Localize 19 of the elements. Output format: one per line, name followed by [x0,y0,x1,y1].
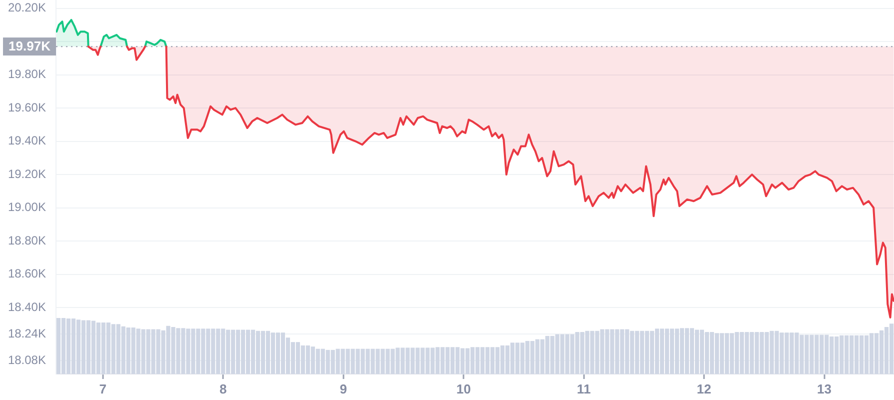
y-tick-label: 18.80K [8,233,46,248]
x-tick-label: 13 [817,381,832,396]
y-tick-label: 19.00K [8,200,46,214]
y-tick-label: 20.20K [8,0,46,15]
x-tick-label: 9 [340,381,347,396]
y-tick-label: 19.80K [8,67,46,82]
y-tick-label: 19.40K [8,134,46,148]
x-tick-label: 7 [99,381,107,396]
y-tick-label: 19.20K [8,166,46,181]
y-tick-label: 19.60K [8,100,46,114]
x-tick-label: 11 [576,381,591,396]
x-tick-label: 10 [456,381,471,396]
y-tick-label: 18.24K [8,326,46,340]
ref-line-label: 19.97K [8,38,52,54]
y-tick-label: 18.40K [8,300,46,314]
y-tick-label: 18.08K [8,353,46,368]
x-tick-label: 12 [696,381,712,396]
x-tick-label: 8 [220,381,227,396]
y-tick-label: 18.60K [8,266,46,281]
